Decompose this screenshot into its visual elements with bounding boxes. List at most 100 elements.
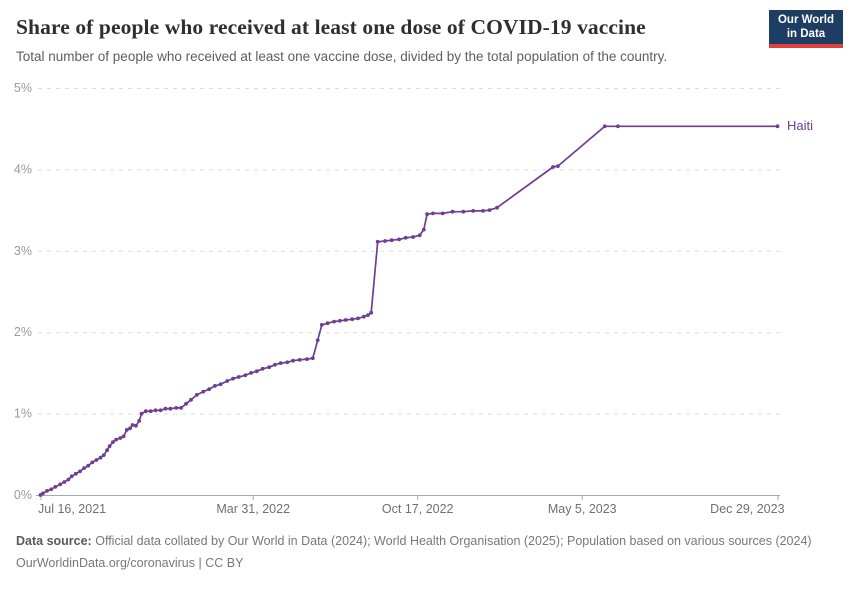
data-point-marker	[139, 411, 144, 416]
data-point-marker	[350, 317, 355, 322]
data-point-marker	[153, 408, 158, 413]
data-point-marker	[375, 239, 380, 244]
data-point-marker	[82, 466, 86, 470]
y-tick-label: 5%	[14, 81, 32, 95]
data-point-marker	[278, 361, 283, 365]
data-point-marker	[189, 397, 193, 402]
data-point-marker	[260, 366, 265, 371]
chart-subtitle: Total number of people who received at l…	[16, 49, 668, 64]
datasource-label: Data source:	[16, 534, 92, 548]
data-point-marker	[487, 208, 492, 213]
data-point-marker	[356, 316, 360, 321]
data-point-marker	[285, 360, 290, 365]
data-point-marker	[343, 318, 348, 322]
y-tick-label: 1%	[14, 407, 32, 421]
owid-logo[interactable]: Our World in Data	[769, 10, 843, 48]
datasource-text: Official data collated by Our World in D…	[95, 534, 812, 548]
data-point-marker	[421, 227, 426, 232]
data-point-marker	[481, 209, 485, 213]
data-point-marker	[332, 319, 336, 324]
data-point-marker	[338, 318, 342, 323]
data-point-marker	[325, 321, 330, 326]
data-point-marker	[124, 428, 129, 432]
data-point-marker	[105, 448, 109, 453]
data-point-marker	[231, 376, 235, 381]
data-point-marker	[411, 235, 415, 239]
data-point-marker	[602, 124, 607, 129]
data-point-marker	[107, 444, 112, 449]
data-point-marker	[58, 482, 63, 487]
owid-logo-line1: Our World	[777, 13, 834, 26]
data-point-marker	[556, 164, 560, 169]
data-point-marker	[369, 310, 374, 315]
data-point-marker	[137, 419, 142, 423]
data-point-marker	[130, 423, 135, 427]
data-point-marker	[305, 357, 309, 361]
data-point-marker	[461, 209, 466, 214]
data-point-marker	[403, 235, 408, 240]
y-tick-label: 4%	[14, 162, 32, 176]
entity-label-haiti: Haiti	[787, 118, 814, 133]
data-point-marker	[90, 460, 95, 465]
chart-title: Share of people who received at least on…	[16, 15, 646, 39]
data-point-marker	[495, 205, 499, 210]
data-point-marker	[616, 124, 620, 129]
data-point-marker	[417, 233, 422, 238]
data-point-marker	[254, 369, 259, 374]
data-point-marker	[184, 401, 189, 406]
data-point-marker	[389, 238, 394, 243]
data-point-marker	[218, 382, 223, 387]
y-tick-label: 0%	[14, 488, 32, 502]
data-point-marker	[431, 211, 435, 216]
data-point-marker	[471, 209, 476, 213]
data-point-marker	[361, 314, 366, 319]
data-point-marker	[168, 406, 173, 411]
data-point-marker	[121, 434, 126, 439]
data-point-marker	[94, 458, 99, 462]
data-point-marker	[86, 463, 91, 468]
chart-footer: Data source: Official data collated by O…	[16, 533, 822, 573]
data-point-marker	[366, 313, 370, 317]
data-point-marker	[207, 387, 212, 392]
x-tick-label: May 5, 2023	[548, 502, 617, 516]
data-point-marker	[450, 209, 455, 214]
data-point-marker	[310, 356, 315, 361]
data-point-marker	[128, 426, 133, 431]
data-point-marker	[45, 489, 49, 493]
data-point-marker	[201, 389, 206, 394]
data-point-marker	[111, 440, 115, 444]
data-point-marker	[243, 373, 248, 378]
y-tick-label: 2%	[14, 325, 32, 339]
data-point-marker	[98, 455, 103, 460]
data-point-marker	[291, 358, 295, 363]
vaccination-line	[39, 125, 779, 496]
data-point-marker	[114, 437, 118, 442]
data-point-marker	[66, 477, 71, 482]
data-point-marker	[297, 358, 302, 362]
data-point-marker	[163, 406, 168, 411]
data-point-marker	[551, 165, 555, 169]
data-point-marker	[143, 409, 148, 414]
data-point-marker	[179, 406, 184, 410]
x-tick-label: Oct 17, 2022	[382, 502, 454, 516]
data-point-marker	[397, 237, 401, 242]
data-point-marker	[174, 406, 179, 410]
data-point-marker	[440, 211, 445, 216]
data-point-marker	[194, 393, 199, 397]
data-point-marker	[319, 323, 324, 327]
data-point-marker	[236, 375, 241, 379]
data-point-marker	[148, 409, 153, 414]
data-point-marker	[78, 469, 82, 474]
data-point-marker	[49, 487, 54, 492]
data-point-marker	[213, 384, 217, 388]
data-point-marker	[101, 453, 106, 457]
y-tick-label: 3%	[14, 244, 32, 258]
credit-link[interactable]: OurWorldinData.org/coronavirus | CC BY	[16, 556, 244, 571]
data-point-marker	[62, 480, 67, 484]
data-point-marker	[53, 485, 58, 489]
data-point-marker	[383, 239, 387, 243]
data-point-marker	[775, 124, 780, 129]
x-tick-label: Jul 16, 2021	[38, 502, 106, 516]
